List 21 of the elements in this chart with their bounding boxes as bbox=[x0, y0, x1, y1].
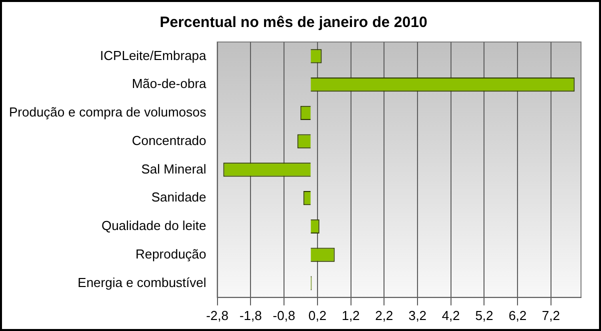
y-tick-label: Qualidade do leite bbox=[101, 218, 206, 234]
chart-title: Percentual no mês de janeiro de 2010 bbox=[160, 14, 428, 32]
y-tick-label: Concentrado bbox=[132, 132, 206, 148]
y-tick-label: Mão-de-obra bbox=[132, 76, 208, 92]
x-tick-label: 1,2 bbox=[342, 308, 360, 323]
y-tick-label: ICPLeite/Embrapa bbox=[100, 48, 208, 63]
x-tick-label: 3,2 bbox=[408, 308, 427, 323]
y-tick-label: Sanidade bbox=[151, 190, 206, 205]
x-tick-label: 2,2 bbox=[375, 308, 394, 323]
x-tick-label: 4,2 bbox=[442, 308, 460, 323]
x-tick-label: -2,8 bbox=[206, 308, 228, 323]
y-tick-label: Produção e compra de volumosos bbox=[8, 104, 207, 120]
x-tick-label: 0,2 bbox=[308, 308, 326, 323]
y-tick-label: Sal Mineral bbox=[141, 161, 206, 176]
x-tick-label: 7,2 bbox=[542, 308, 560, 323]
x-tick-label: -1,8 bbox=[239, 308, 262, 323]
x-tick-label: -0,8 bbox=[272, 308, 296, 323]
x-tick-label: 6,2 bbox=[508, 308, 527, 323]
y-tick-label: Energia e combustível bbox=[78, 274, 206, 290]
y-tick-label: Reprodução bbox=[135, 246, 206, 262]
x-tick-label: 5,2 bbox=[475, 308, 494, 323]
